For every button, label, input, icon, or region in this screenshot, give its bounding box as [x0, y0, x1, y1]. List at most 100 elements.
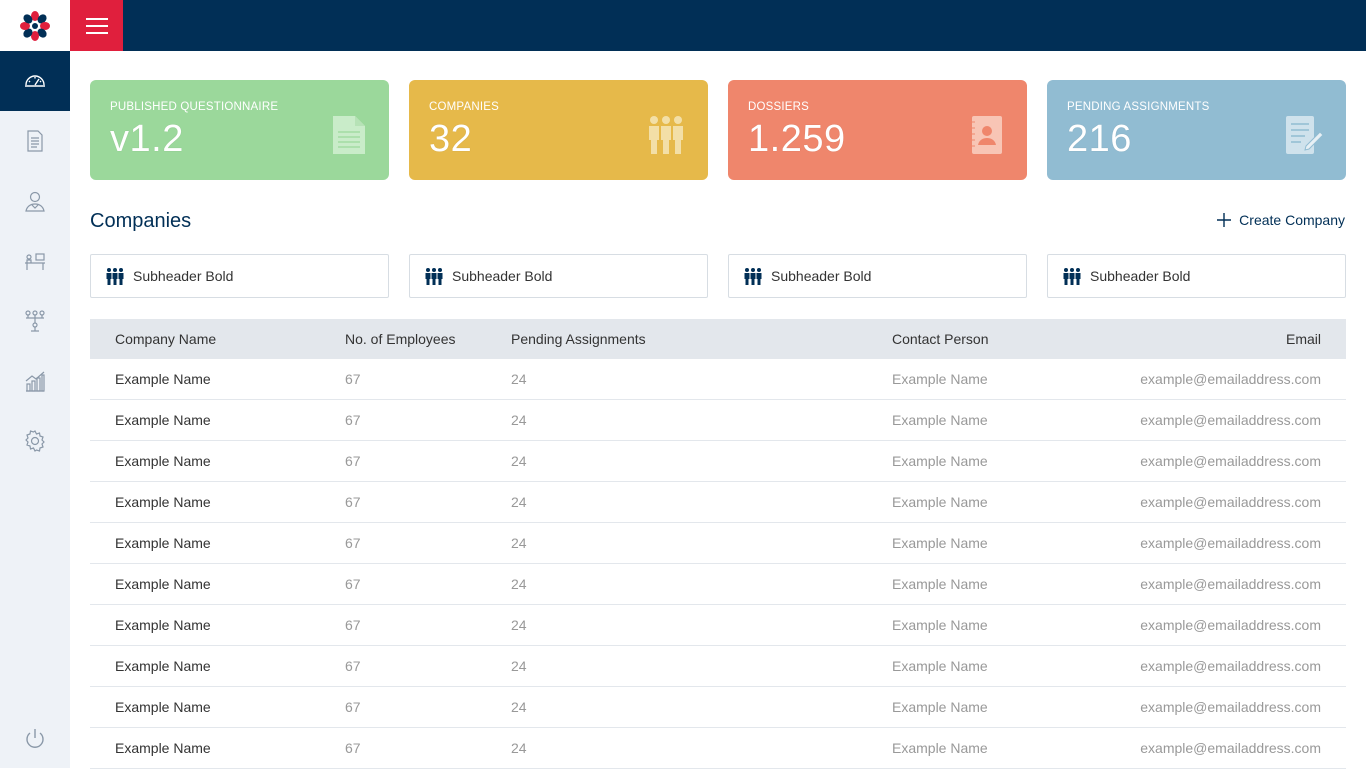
subheader-label: Subheader Bold [771, 268, 872, 284]
cell-email: example@emailaddress.com [1140, 535, 1321, 551]
subheader-card[interactable]: Subheader Bold [728, 254, 1027, 298]
table-row[interactable]: Example Name 67 24 Example Name example@emai… [90, 728, 1346, 769]
stat-value: v1.2 [110, 118, 184, 160]
sidebar-item-hierarchy[interactable] [0, 291, 70, 351]
subheader-card[interactable]: Subheader Bold [1047, 254, 1346, 298]
sidebar-item-documents[interactable] [0, 111, 70, 171]
create-company-button[interactable]: Create Company [1217, 212, 1345, 228]
cell-contact: Example Name [892, 371, 988, 387]
dossier-icon [972, 116, 1002, 154]
table-row[interactable]: Example Name 67 24 Example Name example@emai… [90, 687, 1346, 728]
table-row[interactable]: Example Name 67 24 Example Name example@emai… [90, 482, 1346, 523]
sidebar-item-workspace[interactable] [0, 231, 70, 291]
cell-email: example@emailaddress.com [1140, 494, 1321, 510]
table-row[interactable]: Example Name 67 24 Example Name example@emai… [90, 400, 1346, 441]
table-row[interactable]: Example Name 67 24 Example Name example@emai… [90, 646, 1346, 687]
cell-contact: Example Name [892, 412, 988, 428]
power-icon [26, 729, 44, 748]
table-body: Example Name 67 24 Example Name example@emai… [90, 359, 1346, 769]
top-bar [0, 0, 1366, 51]
table-row[interactable]: Example Name 67 24 Example Name example@emai… [90, 564, 1346, 605]
cell-employees: 67 [345, 740, 361, 756]
cell-email: example@emailaddress.com [1140, 453, 1321, 469]
cell-contact: Example Name [892, 699, 988, 715]
stat-label: PUBLISHED QUESTIONNAIRE [110, 101, 279, 113]
desk-icon [25, 253, 45, 270]
column-header-contact[interactable]: Contact Person [892, 331, 989, 347]
cell-email: example@emailaddress.com [1140, 617, 1321, 633]
stat-card-companies[interactable]: COMPANIES 32 [409, 80, 708, 180]
cell-email: example@emailaddress.com [1140, 576, 1321, 592]
table-row[interactable]: Example Name 67 24 Example Name example@emai… [90, 523, 1346, 564]
hierarchy-icon [25, 310, 45, 332]
subheader-card[interactable]: Subheader Bold [409, 254, 708, 298]
cell-contact: Example Name [892, 535, 988, 551]
column-header-employees[interactable]: No. of Employees [345, 331, 456, 347]
cell-company-name: Example Name [115, 699, 211, 715]
column-header-company-name[interactable]: Company Name [115, 331, 217, 347]
sidebar-item-dashboard[interactable] [0, 51, 70, 111]
subheader-label: Subheader Bold [133, 268, 234, 284]
cell-pending: 24 [511, 699, 527, 715]
assignment-icon [1286, 116, 1324, 154]
cell-pending: 24 [511, 576, 527, 592]
hamburger-icon [85, 17, 108, 34]
cell-pending: 24 [511, 617, 527, 633]
cell-contact: Example Name [892, 453, 988, 469]
cell-employees: 67 [345, 576, 361, 592]
stat-value: 216 [1067, 118, 1132, 160]
table-row[interactable]: Example Name 67 24 Example Name example@emai… [90, 605, 1346, 646]
cell-pending: 24 [511, 453, 527, 469]
cell-contact: Example Name [892, 576, 988, 592]
gear-icon [25, 430, 45, 452]
plus-icon [1217, 213, 1232, 227]
sidebar-item-reports[interactable] [0, 351, 70, 411]
table-row[interactable]: Example Name 67 24 Example Name example@emai… [90, 441, 1346, 482]
logout-button[interactable] [0, 709, 70, 769]
menu-button[interactable] [70, 0, 123, 51]
stat-value: 1.259 [748, 118, 846, 160]
cell-company-name: Example Name [115, 740, 211, 756]
subheader-label: Subheader Bold [1090, 268, 1191, 284]
cell-employees: 67 [345, 412, 361, 428]
table-row[interactable]: Example Name 67 24 Example Name example@emai… [90, 359, 1346, 400]
user-icon [25, 191, 45, 212]
people-group-icon [425, 268, 443, 285]
cell-contact: Example Name [892, 740, 988, 756]
document-icon [333, 116, 365, 154]
column-header-pending[interactable]: Pending Assignments [511, 331, 646, 347]
cell-pending: 24 [511, 412, 527, 428]
subheader-card[interactable]: Subheader Bold [90, 254, 389, 298]
cell-company-name: Example Name [115, 453, 211, 469]
sidebar-item-users[interactable] [0, 171, 70, 231]
cell-employees: 67 [345, 453, 361, 469]
stat-card-assignments[interactable]: PENDING ASSIGNMENTS 216 [1047, 80, 1346, 180]
sidebar-item-settings[interactable] [0, 411, 70, 471]
cell-employees: 67 [345, 617, 361, 633]
cell-email: example@emailaddress.com [1140, 740, 1321, 756]
stat-label: PENDING ASSIGNMENTS [1067, 101, 1210, 113]
stat-card-questionnaire[interactable]: PUBLISHED QUESTIONNAIRE v1.2 [90, 80, 389, 180]
people-group-icon [106, 268, 124, 285]
cell-employees: 67 [345, 658, 361, 674]
cell-company-name: Example Name [115, 412, 211, 428]
cell-email: example@emailaddress.com [1140, 371, 1321, 387]
cell-contact: Example Name [892, 658, 988, 674]
cell-pending: 24 [511, 494, 527, 510]
cell-contact: Example Name [892, 494, 988, 510]
cell-employees: 67 [345, 494, 361, 510]
stat-label: DOSSIERS [748, 101, 810, 113]
cell-contact: Example Name [892, 617, 988, 633]
stat-card-dossiers[interactable]: DOSSIERS 1.259 [728, 80, 1027, 180]
column-header-email[interactable]: Email [1285, 331, 1321, 347]
cell-pending: 24 [511, 740, 527, 756]
chart-icon [25, 371, 45, 392]
cell-employees: 67 [345, 699, 361, 715]
logo[interactable] [0, 0, 70, 51]
stat-value: 32 [429, 118, 473, 160]
stat-label: COMPANIES [429, 101, 499, 113]
create-company-label: Create Company [1239, 212, 1345, 228]
people-group-icon [649, 116, 683, 154]
cell-email: example@emailaddress.com [1140, 412, 1321, 428]
people-group-icon [1063, 268, 1081, 285]
